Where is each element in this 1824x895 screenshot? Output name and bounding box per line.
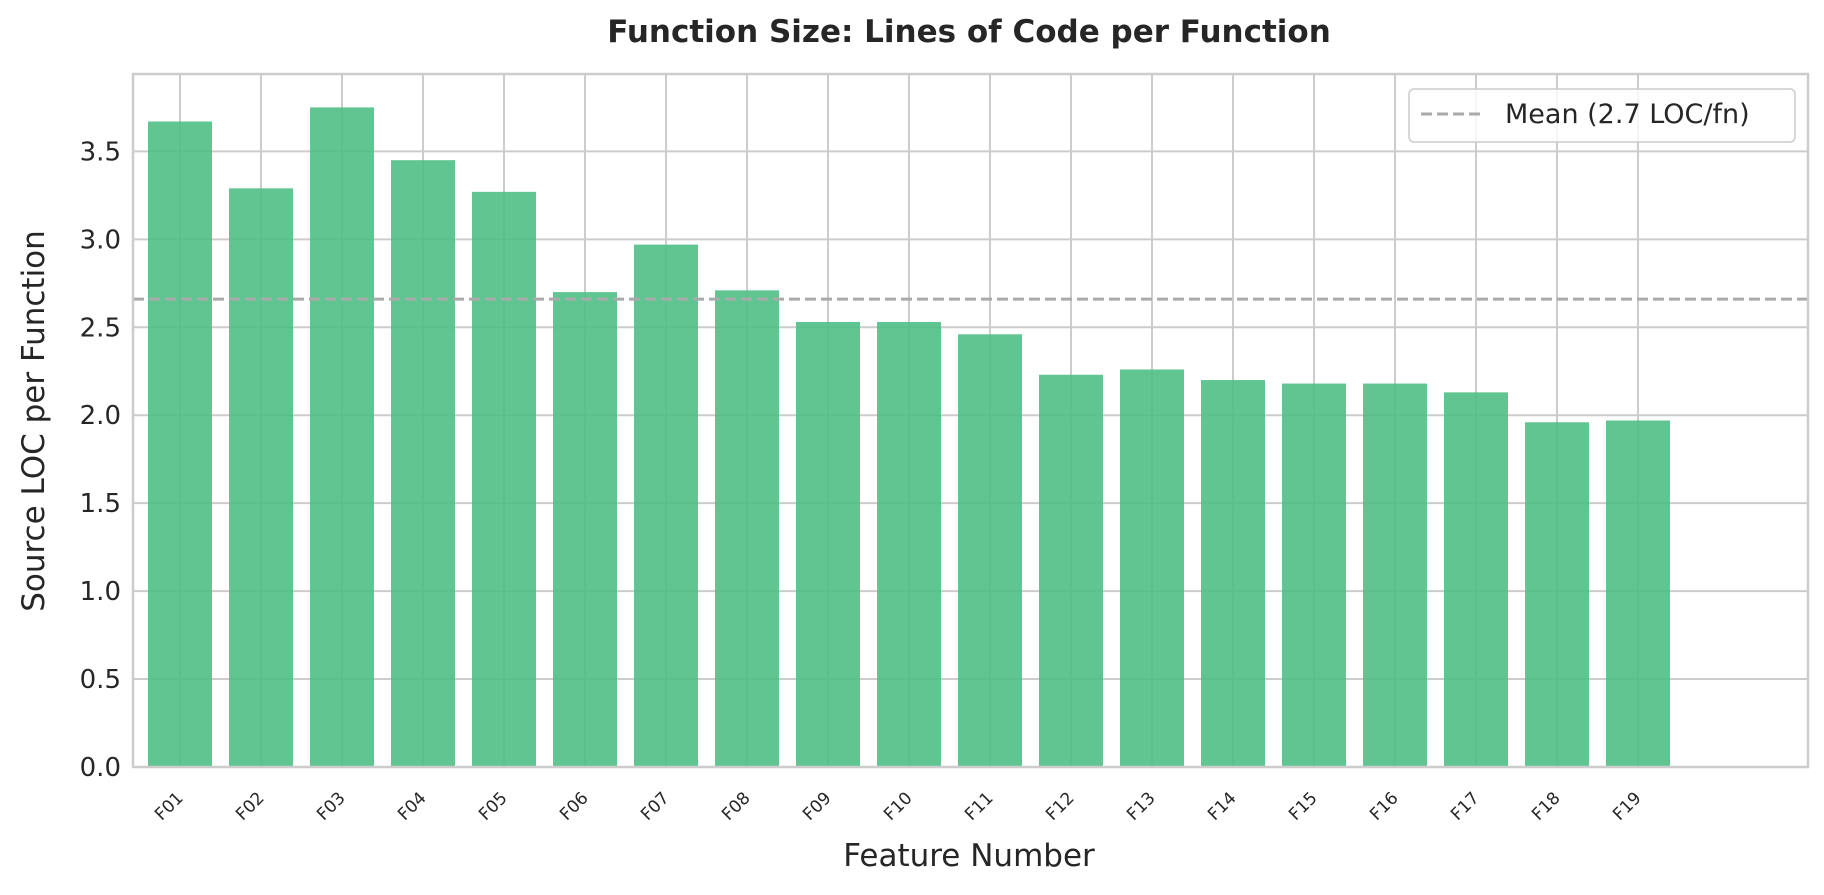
bar-f04 [391,160,455,767]
bar-f10 [877,322,941,767]
bar-f07 [634,244,698,767]
bar-f15 [1282,383,1346,767]
y-tick-label: 2.0 [80,401,121,431]
bar-f09 [796,322,860,767]
y-tick-label: 3.5 [80,137,121,167]
bar-f13 [1120,369,1184,767]
bar-f02 [229,188,293,768]
y-tick-label: 3.0 [80,225,121,255]
bars [148,107,1670,768]
legend-frame [1408,88,1796,143]
bar-f14 [1201,380,1265,767]
legend-label: Mean (2.7 LOC/fn) [1505,99,1750,130]
bar-f17 [1444,392,1508,767]
y-tick-label: 0.5 [80,665,121,695]
bar-f16 [1363,383,1427,767]
chart-title: Function Size: Lines of Code per Functio… [607,14,1331,50]
bar-f08 [715,290,779,767]
y-tick-label: 1.5 [80,489,121,519]
bar-f11 [958,334,1022,767]
bar-f18 [1525,422,1589,767]
bar-f19 [1606,420,1670,767]
bar-f01 [148,121,212,767]
y-tick-label: 2.5 [80,313,121,343]
bar-f03 [310,107,374,768]
x-axis-label: Feature Number [843,838,1095,874]
bar-f12 [1039,374,1103,767]
bar-f05 [472,191,536,767]
plot-frame [131,72,1810,769]
y-axis-label: Source LOC per Function [16,230,52,612]
legend: Mean (2.7 LOC/fn) [1408,88,1796,143]
y-tick-label: 0.0 [80,753,121,783]
bar-f06 [553,292,617,767]
y-tick-label: 1.0 [80,577,121,607]
